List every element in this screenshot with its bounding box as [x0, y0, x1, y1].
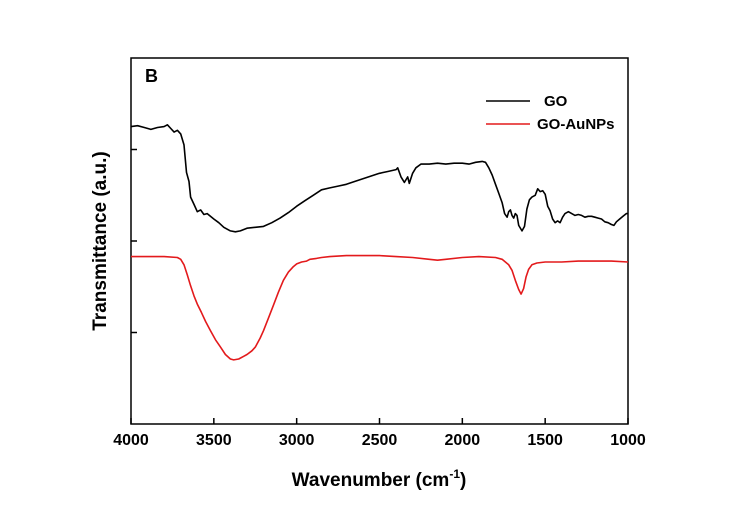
series-line-go-aunps: [131, 254, 629, 361]
x-tick-label-2500: 2500: [362, 432, 398, 449]
axis-ticks: 4000 3500 3000 2500 2000 1500 1000: [113, 148, 646, 449]
x-tick-label-1500: 1500: [527, 432, 563, 449]
x-axis-title-main: Wavenumber (cm: [292, 470, 450, 491]
legend: GO GO-AuNPs: [486, 93, 615, 133]
panel-label: B: [145, 66, 158, 86]
plot-frame: [130, 57, 629, 425]
x-tick-label-4000: 4000: [113, 432, 149, 449]
legend-label-go: GO: [544, 93, 568, 110]
series-line-go: [130, 124, 628, 233]
y-axis-title: Transmittance (a.u.): [90, 151, 111, 331]
x-tick-label-2000: 2000: [445, 432, 481, 449]
x-tick-label-1000: 1000: [610, 432, 646, 449]
x-axis-title-superscript: -1: [449, 467, 460, 481]
x-tick-label-3500: 3500: [196, 432, 232, 449]
x-axis-title-suffix: ): [460, 470, 466, 491]
x-axis-title: Wavenumber (cm-1): [292, 467, 467, 491]
series-layer: [130, 124, 629, 361]
x-tick-label-3000: 3000: [279, 432, 315, 449]
legend-label-go-aunps: GO-AuNPs: [537, 116, 615, 133]
